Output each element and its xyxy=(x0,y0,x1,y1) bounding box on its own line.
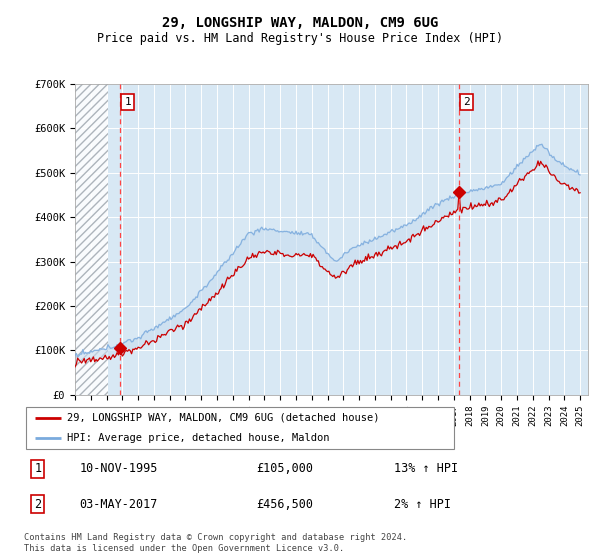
Text: Price paid vs. HM Land Registry's House Price Index (HPI): Price paid vs. HM Land Registry's House … xyxy=(97,32,503,45)
Text: 1: 1 xyxy=(34,463,41,475)
Text: 13% ↑ HPI: 13% ↑ HPI xyxy=(394,463,458,475)
Text: 03-MAY-2017: 03-MAY-2017 xyxy=(79,497,158,511)
Text: 29, LONGSHIP WAY, MALDON, CM9 6UG (detached house): 29, LONGSHIP WAY, MALDON, CM9 6UG (detac… xyxy=(67,413,380,423)
Text: 1: 1 xyxy=(124,97,131,107)
FancyBboxPatch shape xyxy=(26,407,454,449)
Text: £105,000: £105,000 xyxy=(256,463,313,475)
Text: Contains HM Land Registry data © Crown copyright and database right 2024.
This d: Contains HM Land Registry data © Crown c… xyxy=(24,533,407,553)
Text: 29, LONGSHIP WAY, MALDON, CM9 6UG: 29, LONGSHIP WAY, MALDON, CM9 6UG xyxy=(162,16,438,30)
Text: HPI: Average price, detached house, Maldon: HPI: Average price, detached house, Mald… xyxy=(67,433,330,443)
Text: 10-NOV-1995: 10-NOV-1995 xyxy=(79,463,158,475)
Text: 2% ↑ HPI: 2% ↑ HPI xyxy=(394,497,451,511)
Text: 2: 2 xyxy=(463,97,470,107)
Text: £456,500: £456,500 xyxy=(256,497,313,511)
Text: 2: 2 xyxy=(34,497,41,511)
Bar xyxy=(75,84,108,395)
